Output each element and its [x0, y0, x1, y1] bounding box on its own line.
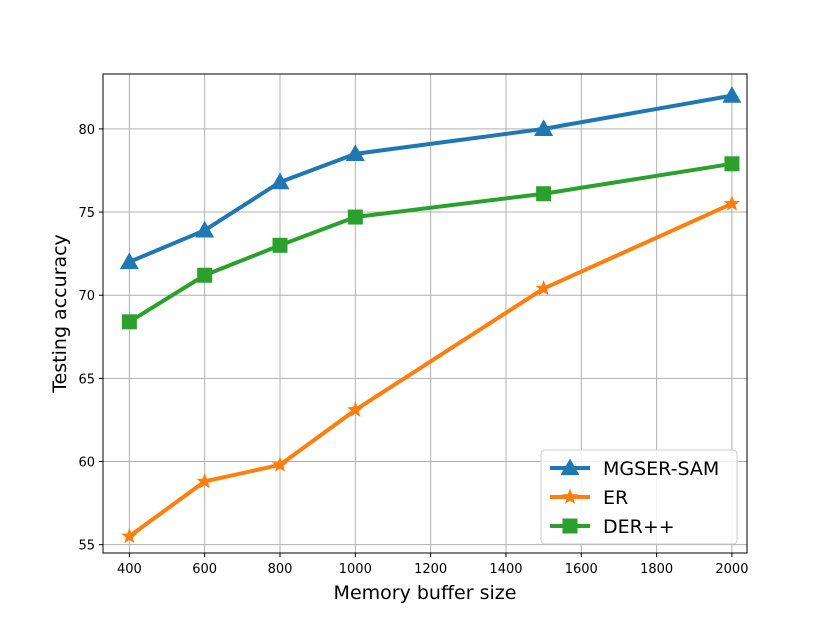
legend-item: MGSER-SAM	[550, 458, 719, 480]
data-point-square	[272, 237, 288, 253]
data-point-triangle	[119, 252, 139, 270]
series-line	[127, 201, 734, 539]
y-tick-label: 80	[78, 123, 95, 138]
data-point-star	[121, 527, 138, 544]
x-tick-label: 1600	[565, 562, 598, 577]
y-tick-label: 70	[78, 289, 95, 304]
data-point-triangle	[195, 220, 215, 238]
y-tick-label: 55	[78, 539, 95, 554]
y-axis-title: Testing accuracy	[49, 234, 71, 394]
legend-marker-square	[562, 518, 578, 534]
legend-marker-triangle	[560, 458, 580, 476]
x-tick-label: 400	[117, 562, 142, 577]
series-layer	[119, 86, 742, 544]
data-point-star	[535, 280, 552, 296]
legend-label: MGSER-SAM	[603, 458, 719, 480]
x-axis-title: Memory buffer size	[334, 582, 517, 604]
data-point-star	[347, 401, 364, 417]
data-point-square	[197, 267, 213, 283]
data-point-star	[723, 195, 741, 211]
data-point-square	[724, 156, 740, 172]
y-tick-label: 75	[78, 206, 95, 221]
x-tick-label: 1400	[489, 562, 522, 577]
series-line	[127, 93, 734, 264]
plot-frame	[102, 73, 748, 554]
data-point-star	[271, 456, 289, 472]
x-tick-label: 1000	[339, 562, 372, 577]
legend-box	[540, 449, 738, 545]
data-point-square	[536, 186, 552, 202]
series-er	[121, 195, 741, 544]
y-tick-label: 60	[78, 456, 95, 471]
data-point-square	[347, 209, 363, 225]
ticks: 400 600 800 1000 1200 1400 1600 1800 2000 55 60 65 7…	[78, 123, 748, 577]
legend: MGSER-SAM ER DER++	[540, 449, 738, 545]
legend-item: DER++	[550, 516, 675, 538]
series-mgser-sam	[119, 86, 742, 270]
series-der	[121, 156, 740, 330]
data-point-triangle	[722, 86, 742, 103]
x-tick-label: 800	[268, 562, 293, 577]
data-point-triangle	[270, 172, 290, 190]
data-point-triangle	[345, 144, 365, 161]
x-tick-label: 2000	[715, 562, 748, 577]
x-tick-label: 600	[192, 562, 217, 577]
legend-item: ER	[550, 487, 628, 509]
series-line	[127, 161, 734, 324]
data-point-square	[121, 314, 137, 330]
x-tick-label: 1800	[640, 562, 673, 577]
data-point-star	[196, 472, 213, 489]
x-tick-label: 1200	[414, 562, 447, 577]
data-point-triangle	[534, 119, 554, 137]
legend-label: ER	[603, 487, 628, 509]
legend-label: DER++	[603, 516, 675, 538]
legend-marker-star	[561, 488, 579, 504]
y-tick-label: 65	[78, 372, 95, 387]
